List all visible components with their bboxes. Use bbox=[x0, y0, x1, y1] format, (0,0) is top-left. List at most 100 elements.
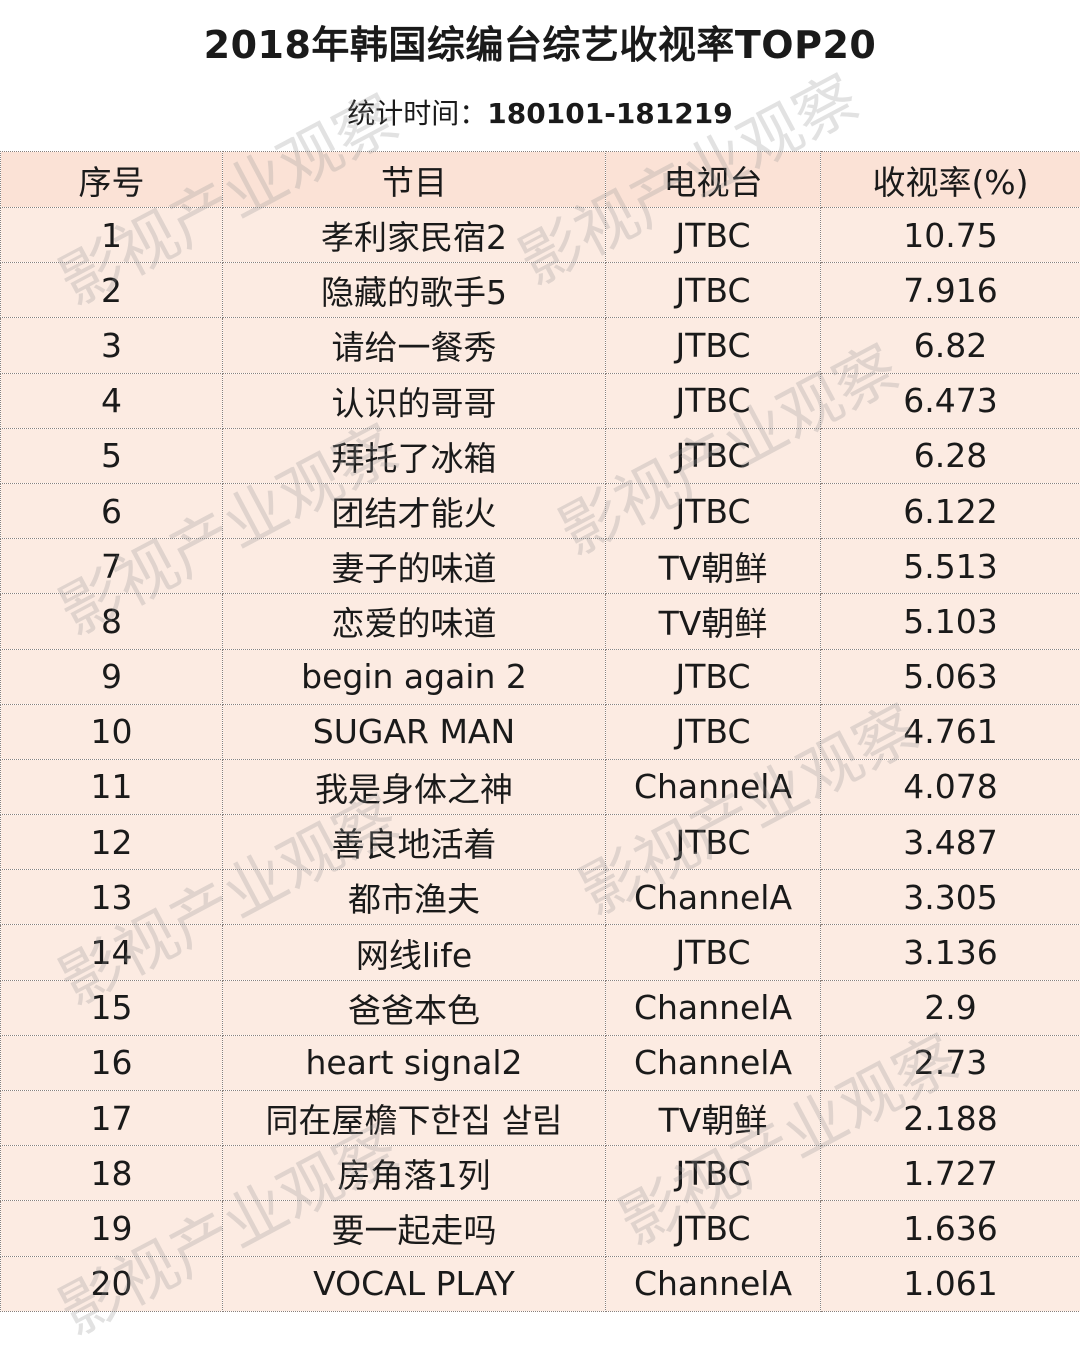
cell-rating: 3.487 bbox=[821, 815, 1080, 870]
cell-program: 恋爱的味道 bbox=[223, 594, 606, 649]
subtitle-label: 统计时间： bbox=[347, 97, 487, 130]
cell-rating: 10.75 bbox=[821, 208, 1080, 263]
cell-rating: 6.28 bbox=[821, 428, 1080, 483]
cell-rating: 6.473 bbox=[821, 373, 1080, 428]
cell-rating: 7.916 bbox=[821, 263, 1080, 318]
header-channel: 电视台 bbox=[606, 152, 821, 208]
cell-channel: JTBC bbox=[606, 263, 821, 318]
cell-rating: 2.73 bbox=[821, 1035, 1080, 1090]
cell-rating: 4.761 bbox=[821, 704, 1080, 759]
cell-rating: 2.188 bbox=[821, 1091, 1080, 1146]
cell-rating: 6.122 bbox=[821, 483, 1080, 538]
header-rank: 序号 bbox=[1, 152, 223, 208]
cell-program: 隐藏的歌手5 bbox=[223, 263, 606, 318]
cell-rank: 16 bbox=[1, 1035, 223, 1090]
cell-channel: ChannelA bbox=[606, 759, 821, 814]
cell-channel: JTBC bbox=[606, 373, 821, 428]
table-header-row: 序号节目电视台收视率(%) bbox=[1, 152, 1080, 208]
cell-rank: 15 bbox=[1, 980, 223, 1035]
cell-program: heart signal2 bbox=[223, 1035, 606, 1090]
cell-channel: JTBC bbox=[606, 925, 821, 980]
cell-rating: 4.078 bbox=[821, 759, 1080, 814]
header-rating: 收视率(%) bbox=[821, 152, 1080, 208]
cell-rank: 13 bbox=[1, 870, 223, 925]
cell-program: VOCAL PLAY bbox=[223, 1256, 606, 1311]
cell-rank: 3 bbox=[1, 318, 223, 373]
cell-rank: 14 bbox=[1, 925, 223, 980]
cell-rank: 8 bbox=[1, 594, 223, 649]
cell-channel: JTBC bbox=[606, 815, 821, 870]
cell-program: 团结才能火 bbox=[223, 483, 606, 538]
cell-channel: ChannelA bbox=[606, 870, 821, 925]
cell-rating: 6.82 bbox=[821, 318, 1080, 373]
cell-rank: 17 bbox=[1, 1091, 223, 1146]
cell-rating: 1.636 bbox=[821, 1201, 1080, 1256]
cell-program: 拜托了冰箱 bbox=[223, 428, 606, 483]
cell-rating: 2.9 bbox=[821, 980, 1080, 1035]
cell-rating: 1.061 bbox=[821, 1256, 1080, 1311]
cell-program: 爸爸本色 bbox=[223, 980, 606, 1035]
cell-channel: JTBC bbox=[606, 483, 821, 538]
table-subtitle: 统计时间：180101-181219 bbox=[0, 92, 1080, 132]
cell-program: begin again 2 bbox=[223, 649, 606, 704]
cell-program: 网线life bbox=[223, 925, 606, 980]
cell-rank: 19 bbox=[1, 1201, 223, 1256]
cell-program: 认识的哥哥 bbox=[223, 373, 606, 428]
cell-channel: TV朝鲜 bbox=[606, 1091, 821, 1146]
cell-channel: ChannelA bbox=[606, 1256, 821, 1311]
header-program: 节目 bbox=[223, 152, 606, 208]
cell-rank: 4 bbox=[1, 373, 223, 428]
cell-program: SUGAR MAN bbox=[223, 704, 606, 759]
cell-program: 请给一餐秀 bbox=[223, 318, 606, 373]
cell-rank: 6 bbox=[1, 483, 223, 538]
cell-rank: 18 bbox=[1, 1146, 223, 1201]
cell-rating: 1.727 bbox=[821, 1146, 1080, 1201]
cell-rank: 2 bbox=[1, 263, 223, 318]
cell-rating: 5.063 bbox=[821, 649, 1080, 704]
cell-rank: 9 bbox=[1, 649, 223, 704]
cell-channel: TV朝鲜 bbox=[606, 539, 821, 594]
cell-program: 房角落1列 bbox=[223, 1146, 606, 1201]
subtitle-date-range: 180101-181219 bbox=[487, 97, 732, 130]
cell-rank: 11 bbox=[1, 759, 223, 814]
table-title: 2018年韩国综编台综艺收视率TOP20 bbox=[0, 14, 1080, 69]
cell-rating: 3.136 bbox=[821, 925, 1080, 980]
cell-program: 孝利家民宿2 bbox=[223, 208, 606, 263]
cell-program: 妻子的味道 bbox=[223, 539, 606, 594]
cell-channel: ChannelA bbox=[606, 1035, 821, 1090]
cell-program: 要一起走吗 bbox=[223, 1201, 606, 1256]
cell-channel: JTBC bbox=[606, 428, 821, 483]
cell-program: 同在屋檐下한집 살림 bbox=[223, 1091, 606, 1146]
cell-channel: JTBC bbox=[606, 649, 821, 704]
cell-program: 善良地活着 bbox=[223, 815, 606, 870]
cell-channel: JTBC bbox=[606, 208, 821, 263]
cell-rank: 7 bbox=[1, 539, 223, 594]
cell-rank: 12 bbox=[1, 815, 223, 870]
cell-rank: 1 bbox=[1, 208, 223, 263]
cell-channel: JTBC bbox=[606, 1201, 821, 1256]
cell-channel: JTBC bbox=[606, 1146, 821, 1201]
cell-rating: 5.103 bbox=[821, 594, 1080, 649]
cell-rank: 20 bbox=[1, 1256, 223, 1311]
cell-program: 我是身体之神 bbox=[223, 759, 606, 814]
cell-rating: 3.305 bbox=[821, 870, 1080, 925]
